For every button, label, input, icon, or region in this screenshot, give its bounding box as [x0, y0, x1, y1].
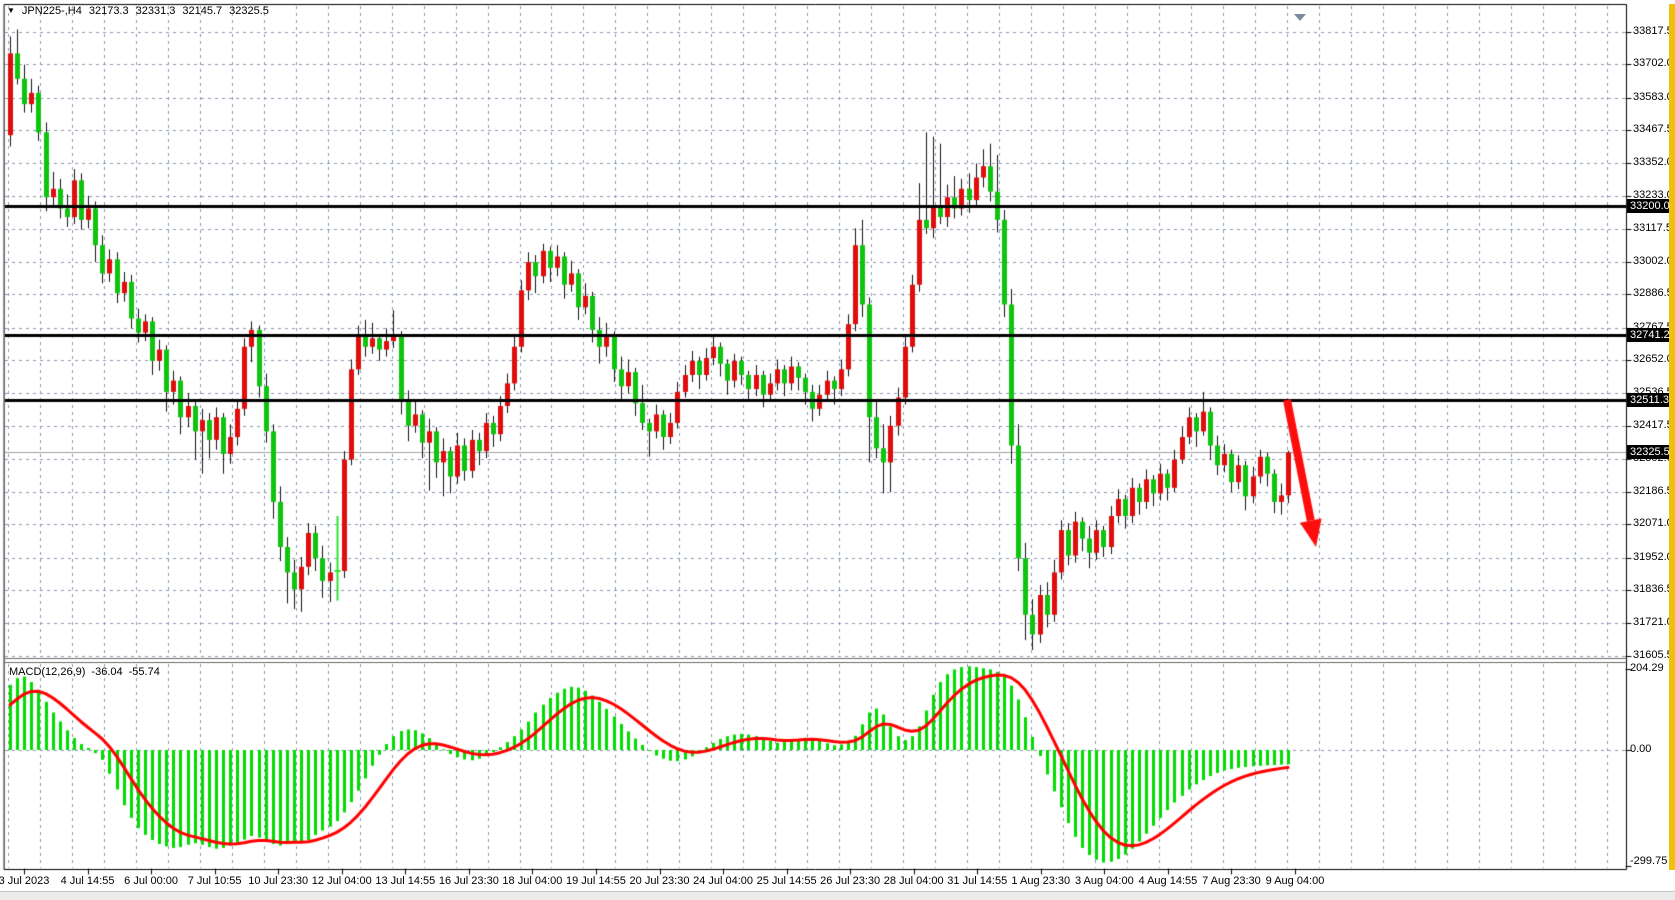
symbol-info: ▼ JPN225-,H4 32173.3 32331.3 32145.7 323…: [7, 5, 269, 17]
price-axis-label: 32417.5: [1633, 419, 1673, 432]
time-axis-label: 25 Jul 14:55: [756, 875, 817, 887]
time-axis-label: 4 Jul 14:55: [60, 875, 115, 887]
window-edge-accent: [1669, 4, 1675, 870]
price-axis-label: 33702.0: [1633, 57, 1673, 70]
time-axis-label: 6 Jul 00:00: [124, 875, 178, 887]
chart-expand-icon[interactable]: ▼: [7, 6, 15, 15]
macd-axis-label: 0.00: [1630, 743, 1652, 755]
time-axis-label: 3 Jul 2023: [0, 875, 50, 887]
price-axis-label: 32652.0: [1633, 353, 1673, 366]
price-axis-label: 33117.5: [1633, 221, 1672, 234]
time-axis-label: 20 Jul 23:30: [629, 875, 690, 887]
price-axis-label: 31836.5: [1633, 583, 1673, 596]
status-bar: [0, 891, 1675, 900]
time-axis-label: 9 Aug 04:00: [1265, 875, 1325, 887]
macd-name: MACD(12,26,9): [9, 666, 86, 678]
price-axis-label: 32186.5: [1633, 484, 1673, 497]
time-axis-label: 26 Jul 23:30: [820, 875, 881, 887]
time-axis-label: 24 Jul 04:00: [693, 875, 754, 887]
price-axis-label: 33352.0: [1633, 155, 1673, 168]
level-price-tag: 32511.3: [1627, 392, 1669, 407]
time-axis-label: 12 Jul 04:00: [311, 875, 372, 887]
time-axis-label: 7 Aug 23:30: [1202, 875, 1261, 887]
time-axis-label: 10 Jul 23:30: [248, 875, 309, 887]
macd-axis-label: 204.29: [1630, 662, 1664, 675]
macd-value: -36.04: [91, 666, 123, 678]
time-axis-label: 3 Aug 04:00: [1074, 875, 1134, 887]
level-price-tag: 32741.2: [1627, 328, 1670, 343]
macd-indicator-label: MACD(12,26,9) -36.04 -55.74: [9, 666, 160, 678]
time-axis-label: 7 Jul 10:55: [187, 875, 242, 887]
symbol-timeframe-label: JPN225-,H4: [21, 5, 82, 17]
time-axis-label: 1 Aug 23:30: [1011, 875, 1071, 887]
price-axis-label: 33233.0: [1633, 189, 1673, 202]
price-axis-label: 31721.0: [1633, 615, 1673, 628]
ohlc-close: 32325.5: [229, 5, 269, 17]
price-axis-label: 32071.0: [1633, 517, 1673, 530]
price-axis-label: 32886.5: [1633, 287, 1673, 300]
time-axis-label: 18 Jul 04:00: [502, 875, 563, 887]
macd-signal-value: -55.74: [128, 666, 160, 678]
ohlc-high: 32331.3: [135, 5, 176, 17]
ohlc-low: 32145.7: [182, 5, 223, 17]
chart-shift-marker[interactable]: [1294, 14, 1306, 21]
time-axis-label: 28 Jul 04:00: [883, 875, 944, 887]
time-axis-label: 4 Aug 14:55: [1138, 875, 1198, 887]
price-axis-label: 33002.0: [1633, 254, 1673, 267]
time-axis-label: 31 Jul 14:55: [947, 875, 1008, 887]
price-axis-label: 33467.5: [1633, 123, 1673, 136]
price-axis-label: 31605.5: [1633, 648, 1673, 661]
price-axis-label: 31952.0: [1633, 550, 1673, 563]
price-axis-label: 33817.5: [1633, 24, 1673, 37]
time-axis-label: 13 Jul 14:55: [375, 875, 436, 887]
price-axis-label: 33583.0: [1633, 90, 1673, 103]
level-price-tag: 33200.0: [1627, 198, 1670, 213]
time-axis-label: 16 Jul 23:30: [438, 875, 499, 887]
time-axis-label: 19 Jul 14:55: [565, 875, 626, 887]
current-price-tag: 32325.5: [1627, 445, 1670, 460]
ohlc-open: 32173.3: [88, 5, 129, 17]
macd-axis-label: -299.75: [1630, 855, 1668, 867]
